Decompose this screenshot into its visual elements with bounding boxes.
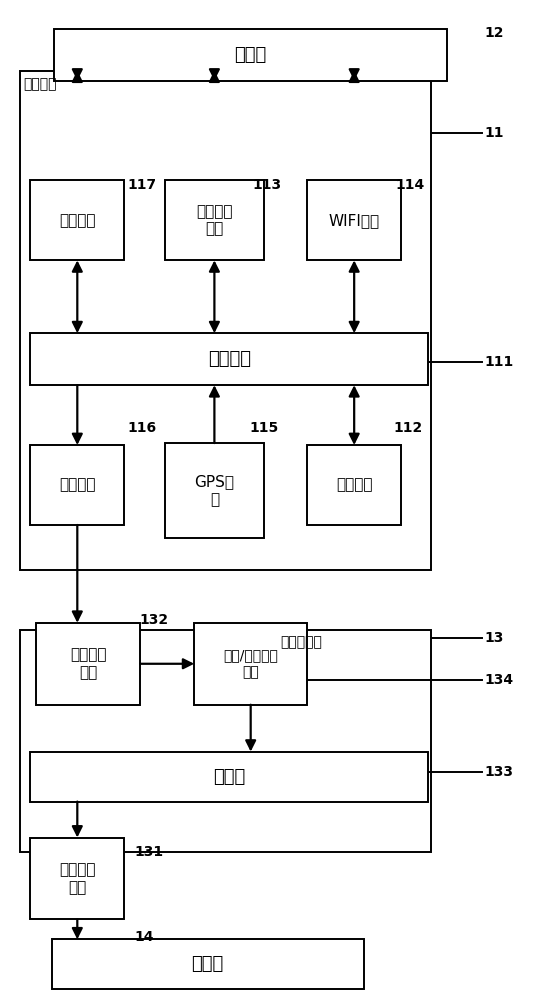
Text: 音频模块: 音频模块: [59, 478, 95, 493]
Text: WIFI模块: WIFI模块: [329, 213, 380, 228]
Text: 红外发射
模块: 红外发射 模块: [59, 862, 95, 895]
Bar: [30, 838, 125, 919]
Text: 116: 116: [127, 421, 156, 435]
Bar: [307, 445, 401, 525]
Text: 单片机: 单片机: [213, 768, 245, 786]
Text: 服务器: 服务器: [234, 46, 267, 64]
Text: 处理模块: 处理模块: [208, 350, 251, 368]
Text: 131: 131: [134, 845, 163, 859]
Bar: [307, 180, 401, 260]
Text: 存储模块: 存储模块: [336, 478, 372, 493]
Bar: [36, 623, 141, 705]
Text: 音频解码
模块: 音频解码 模块: [70, 648, 106, 680]
Bar: [30, 445, 125, 525]
Text: 132: 132: [140, 613, 169, 627]
Bar: [19, 630, 431, 852]
Text: GPS模
块: GPS模 块: [195, 474, 234, 507]
Text: 115: 115: [249, 421, 278, 435]
Bar: [194, 623, 307, 705]
Text: 113: 113: [252, 178, 281, 192]
Bar: [19, 71, 431, 570]
Text: 111: 111: [485, 355, 514, 369]
Text: 控制转换器: 控制转换器: [280, 635, 322, 649]
Bar: [165, 180, 264, 260]
Bar: [165, 443, 264, 538]
Text: 智能手机: 智能手机: [23, 78, 57, 92]
Bar: [30, 752, 428, 802]
Bar: [30, 180, 125, 260]
Text: 13: 13: [485, 631, 504, 645]
Text: 112: 112: [393, 421, 423, 435]
Text: 14: 14: [134, 930, 154, 944]
Text: 117: 117: [127, 178, 156, 192]
Text: 11: 11: [485, 126, 504, 140]
Text: 模拟/数字转换
电路: 模拟/数字转换 电路: [223, 649, 278, 679]
Text: 蓝牙模块: 蓝牙模块: [59, 213, 95, 228]
Text: 114: 114: [396, 178, 425, 192]
Text: 移动通信
模块: 移动通信 模块: [196, 204, 233, 237]
Bar: [54, 29, 447, 81]
Text: 12: 12: [485, 26, 504, 40]
Text: 133: 133: [485, 765, 514, 779]
Text: 134: 134: [485, 673, 514, 687]
Bar: [30, 333, 428, 385]
Bar: [52, 939, 364, 989]
Text: 机顶盒: 机顶盒: [191, 955, 224, 973]
